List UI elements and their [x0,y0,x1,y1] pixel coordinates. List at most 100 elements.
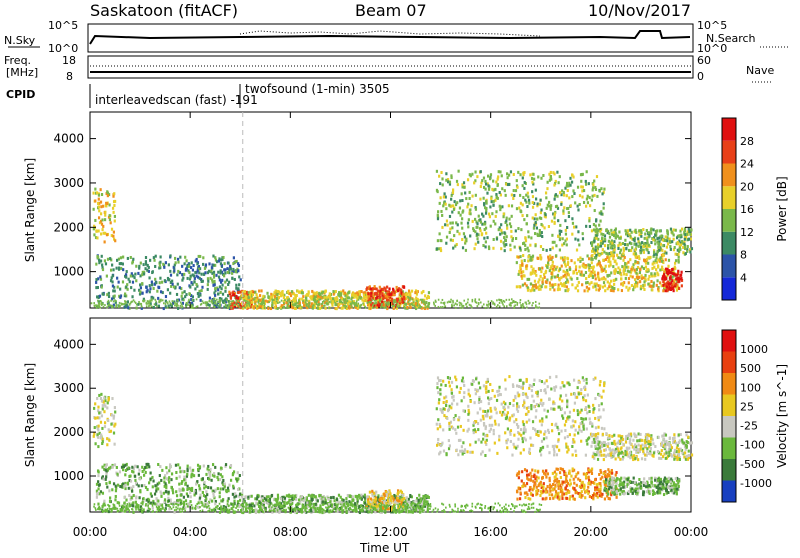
scatter-cell [97,487,99,490]
scatter-cell [202,477,204,480]
scatter-cell [566,194,568,197]
scatter-cell [219,478,221,481]
scatter-cell [227,262,229,265]
scatter-cell [286,494,288,497]
scatter-cell [559,248,561,251]
scatter-cell [644,274,646,277]
scatter-cell [165,504,167,507]
scatter-cell [636,268,638,271]
scatter-cell [529,173,531,176]
scatter-cell [384,301,386,303]
scatter-cell [604,278,606,281]
scatter-cell [154,278,156,281]
scatter-cell [482,306,484,308]
scatter-cell [179,286,181,289]
scatter-cell [532,269,534,272]
scatter-cell [138,484,140,487]
scatter-cell [614,260,616,263]
scatter-cell [532,206,534,209]
scatter-cell [645,265,647,268]
scatter-cell [112,207,114,210]
scatter-cell [175,471,177,474]
scatter-cell [469,173,471,176]
scatter-cell [559,238,561,241]
scatter-cell [94,417,96,420]
scatter-cell [98,425,100,428]
scatter-cell [624,243,626,246]
scatter-cell [237,262,239,265]
scatter-cell [474,171,476,174]
scatter-cell [455,203,457,206]
scatter-cell [340,292,342,295]
scatter-cell [528,202,530,205]
scatter-cell [326,510,328,513]
scatter-cell [669,245,671,248]
scatter-cell [101,304,103,306]
scatter-cell [165,490,167,493]
scatter-cell [577,205,579,208]
scatter-cell [116,466,118,469]
scatter-cell [349,494,351,497]
scatter-cell [589,204,591,207]
scatter-cell [275,290,277,293]
scatter-cell [671,231,673,234]
scatter-cell [175,261,177,264]
scatter-cell [568,273,570,276]
scatter-cell [179,489,181,492]
scatter-cell [329,301,331,303]
scatter-cell [575,286,577,289]
scatter-cell [567,189,569,192]
scatter-cell [108,489,110,492]
scatter-cell [311,302,313,305]
scatter-cell [189,500,191,503]
scatter-cell [214,294,216,297]
scatter-cell [372,307,374,309]
scatter-cell [499,191,501,194]
scatter-cell [554,212,556,215]
scatter-cell [691,247,693,250]
scatter-cell [634,285,636,288]
scatter-cell [418,494,420,497]
scatter-cell [547,204,549,207]
scatter-cell [450,238,452,241]
scatter-cell [379,296,381,299]
scatter-cell [635,243,637,246]
scatter-cell [96,255,98,258]
scatter-cell [395,301,397,303]
scatter-cell [185,293,187,296]
scatter-cell [675,229,677,232]
scatter-cell [480,301,482,303]
scatter-cell [661,249,663,252]
scatter-cell [209,304,211,307]
scatter-cell [608,285,610,288]
scatter-cell [440,171,442,174]
scatter-cell [623,249,625,252]
scatter-cell [640,231,642,234]
scatter-cell [634,260,636,263]
scatter-cell [163,307,165,310]
scatter-cell [156,503,158,506]
scatter-cell [627,243,629,246]
scatter-cell [661,266,663,269]
scatter-cell [155,299,157,301]
scatter-cell [560,276,562,279]
scatter-cell [156,290,158,293]
scatter-cell [570,259,572,262]
scatter-cell [232,505,234,508]
scatter-cell [129,475,131,478]
scatter-cell [526,303,528,305]
scatter-cell [101,286,103,289]
scatter-cell [662,289,664,292]
scatter-cell [441,226,443,229]
scatter-cell [571,278,573,281]
scatter-cell [184,262,186,265]
scatter-cell [515,237,517,240]
scatter-cell [380,306,382,308]
scatter-cell [122,256,124,259]
scatter-cell [690,228,692,231]
scatter-cell [495,193,497,196]
scatter-cell [283,306,285,308]
scatter-cell [620,237,622,240]
scatter-cell [648,275,650,278]
